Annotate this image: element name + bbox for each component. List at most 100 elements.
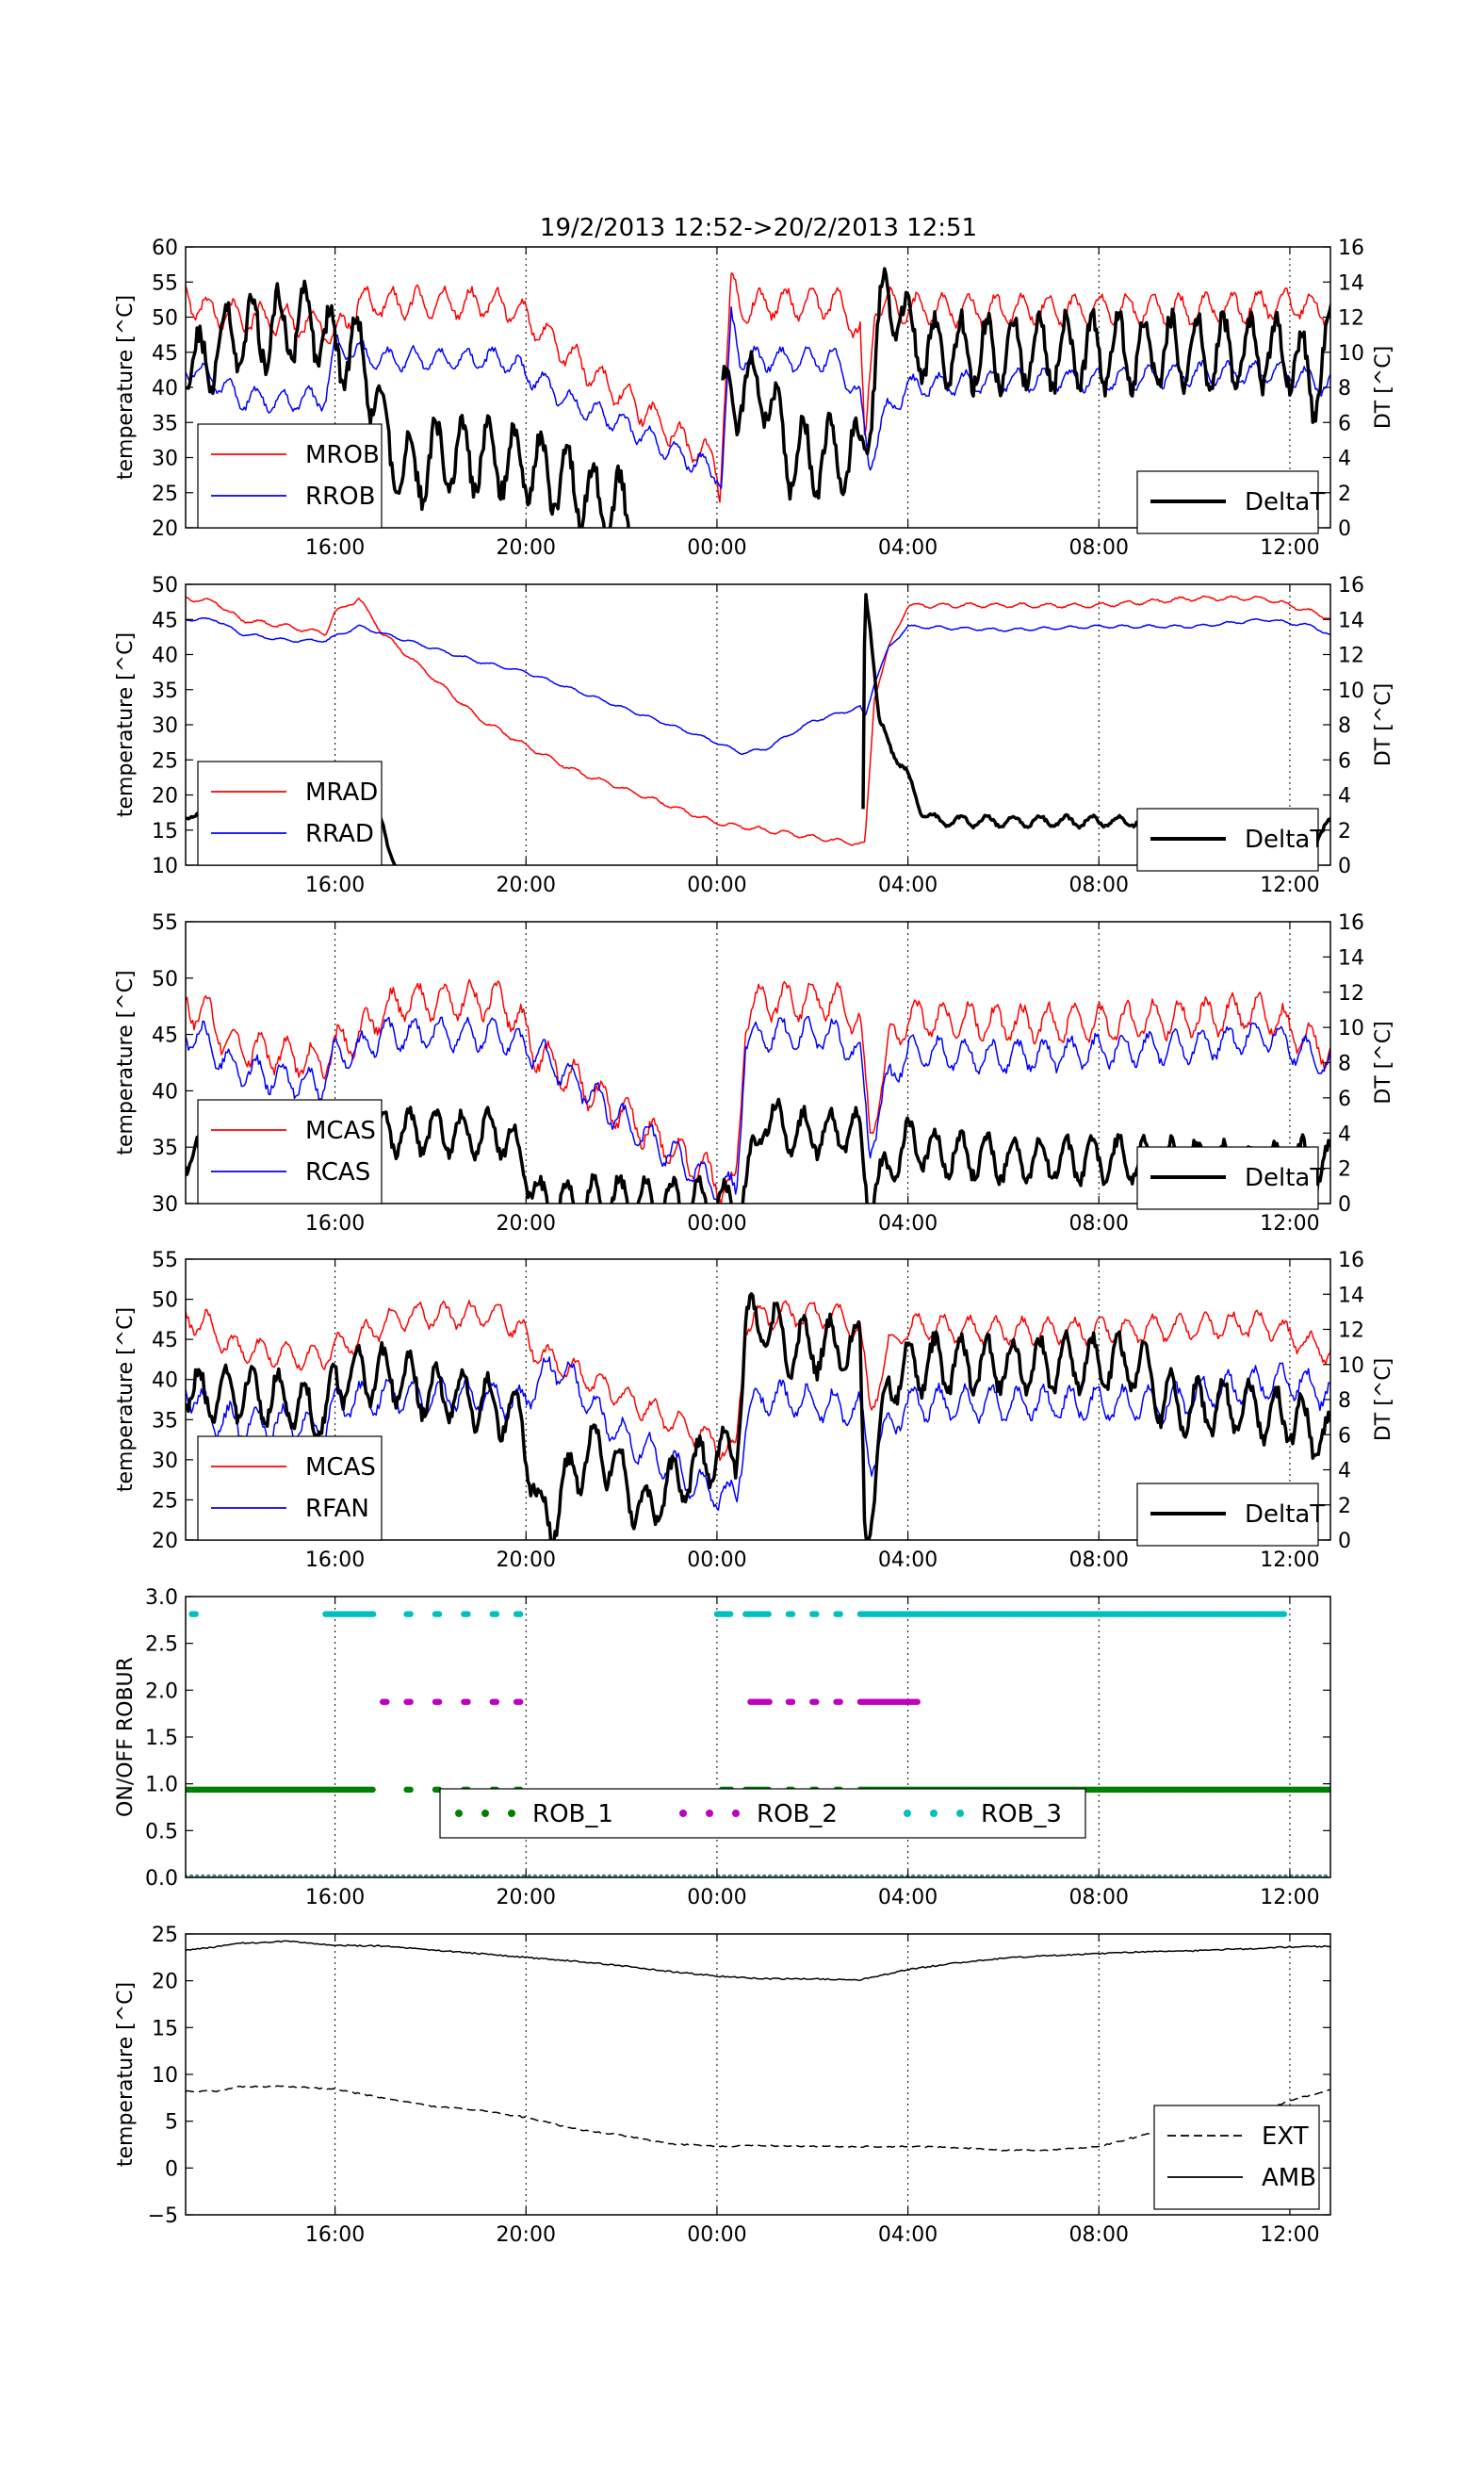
legend-marker	[904, 1810, 911, 1817]
y2-tick-label: 4	[1338, 1122, 1351, 1146]
legend: DeltaT	[1136, 1483, 1325, 1547]
x-tick-label: 04:00	[878, 1212, 938, 1236]
y-tick-label: 20	[152, 1971, 178, 1994]
panel-3: 16:00 20:00 00:00 04:00 08:00 12:003035404550…	[114, 911, 1395, 1236]
panel-2: 16:00 20:00 00:00 04:00 08:00 12:001015202530…	[114, 574, 1395, 897]
y2-tick-label: 8	[1338, 1389, 1351, 1413]
line-EXT	[186, 2085, 1330, 2152]
x-tick-label: 08:00	[1069, 1212, 1129, 1236]
legend-marker	[508, 1810, 515, 1817]
line-AMB	[186, 1940, 1330, 1981]
panel-4: 16:00 20:00 00:00 04:00 08:00 12:002025303540…	[114, 1249, 1395, 1572]
line-RFAN	[186, 1356, 1330, 1512]
y-tick-label: 0	[165, 2157, 178, 2181]
x-tick-label: 16:00	[305, 874, 365, 897]
point-ROB_3	[837, 1611, 843, 1617]
figure-title: 19/2/2013 12:52->20/2/2013 12:51	[540, 214, 977, 242]
point-ROB_2	[493, 1698, 500, 1705]
point-ROB_3	[516, 1611, 524, 1617]
y-tick-label: 0.0	[145, 1867, 178, 1891]
y2-tick-label: 12	[1338, 307, 1364, 331]
x-tick-label: 20:00	[497, 1548, 556, 1572]
y2-tick-label: 2	[1338, 483, 1351, 506]
legend-label: DeltaT	[1245, 1164, 1325, 1192]
y-tick-label: 35	[152, 412, 178, 435]
line-MCAS	[186, 1300, 1330, 1462]
y2-tick-label: 10	[1338, 1354, 1364, 1378]
legend-label: DeltaT	[1245, 826, 1325, 854]
point-ROB_3	[493, 1611, 500, 1617]
x-tick-label: 12:00	[1260, 1548, 1319, 1572]
y2-tick-label: 16	[1338, 574, 1364, 598]
x-tick-label: 00:00	[687, 874, 746, 897]
y2-tick-label: 2	[1338, 1495, 1351, 1518]
y-tick-label: 2.0	[145, 1679, 178, 1703]
y-tick-label: 20	[152, 1530, 178, 1553]
y-tick-label: 30	[152, 1193, 178, 1217]
x-tick-label: 16:00	[305, 1548, 365, 1572]
legend-marker	[706, 1810, 713, 1817]
legend-label: MCAS	[305, 1453, 376, 1482]
y2-tick-label: 0	[1338, 1530, 1351, 1553]
y-tick-label: 40	[152, 1080, 178, 1104]
x-tick-label: 12:00	[1260, 1886, 1319, 1909]
legend-marker	[930, 1810, 938, 1817]
y2-tick-label: 6	[1338, 749, 1351, 773]
x-tick-label: 12:00	[1260, 874, 1319, 897]
legend: DeltaT	[1136, 1146, 1325, 1210]
y2-tick-label: 2	[1338, 820, 1351, 844]
y-tick-label: −5	[148, 2204, 178, 2228]
y-tick-label: 50	[152, 1289, 178, 1313]
legend: ROB_1 ROB_2 ROB_3	[439, 1788, 1086, 1839]
x-tick-label: 12:00	[1260, 536, 1319, 560]
y-tick-label: 55	[152, 1249, 178, 1272]
y2-tick-label: 12	[1338, 1319, 1364, 1343]
legend-label: MROB	[305, 441, 380, 469]
y-tick-label: 1.5	[145, 1727, 178, 1750]
y2-axis-label: DT [^C]	[1372, 346, 1395, 429]
legend-label: RFAN	[305, 1495, 369, 1523]
x-tick-label: 04:00	[878, 874, 938, 897]
point-ROB_2	[837, 1698, 843, 1705]
legend: MRAD RRAD	[197, 761, 383, 866]
legend-label: AMB	[1262, 2164, 1316, 2192]
y-tick-label: 2.5	[145, 1633, 178, 1657]
point-ROB_2	[813, 1698, 820, 1705]
y-tick-label: 15	[152, 820, 178, 844]
y2-axis-label: DT [^C]	[1372, 1021, 1395, 1104]
legend-label: MCAS	[305, 1117, 376, 1145]
x-tick-label: 00:00	[687, 1212, 746, 1236]
y2-tick-label: 2	[1338, 1158, 1351, 1182]
legend: MROB RROB	[197, 423, 383, 529]
y-tick-label: 5	[165, 2111, 178, 2135]
x-tick-label: 04:00	[878, 1548, 938, 1572]
legend-label: DeltaT	[1245, 1500, 1325, 1529]
y2-tick-label: 6	[1338, 1088, 1351, 1111]
y2-tick-label: 14	[1338, 609, 1364, 632]
y2-tick-label: 14	[1338, 271, 1364, 295]
x-tick-label: 00:00	[687, 2223, 746, 2247]
y2-tick-label: 8	[1338, 714, 1351, 738]
y2-tick-label: 4	[1338, 785, 1351, 809]
y-tick-label: 45	[152, 1329, 178, 1352]
panel-6: 16:00 20:00 00:00 04:00 08:00 12:00 −5 0 5 10 15 20…	[114, 1924, 1331, 2247]
y-axis-label: ON/OFF ROBUR	[114, 1657, 138, 1817]
point-ROB_2	[465, 1698, 471, 1705]
y-tick-label: 55	[152, 271, 178, 295]
y2-tick-label: 6	[1338, 412, 1351, 435]
y2-tick-label: 12	[1338, 982, 1364, 1006]
point-ROB_2	[516, 1698, 524, 1705]
point-ROB_2	[789, 1698, 796, 1705]
x-tick-label: 08:00	[1069, 536, 1129, 560]
x-tick-label: 04:00	[878, 1886, 938, 1909]
y2-tick-label: 10	[1338, 342, 1364, 366]
y-tick-label: 45	[152, 609, 178, 632]
point-ROB_3	[726, 1611, 734, 1617]
x-tick-label: 08:00	[1069, 1548, 1129, 1572]
legend-marker	[679, 1810, 687, 1817]
y-tick-label: 10	[152, 2064, 178, 2088]
y2-tick-label: 10	[1338, 1017, 1364, 1040]
y2-tick-label: 4	[1338, 448, 1351, 471]
legend-label: RRAD	[305, 820, 374, 848]
x-tick-label: 00:00	[687, 536, 746, 560]
